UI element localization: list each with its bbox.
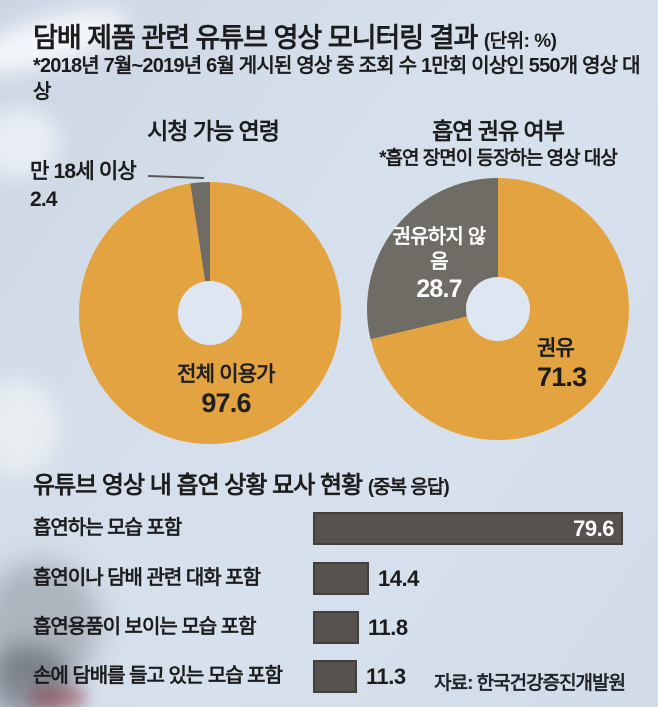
bar-value: 79.6 [573, 516, 614, 541]
pie2-slice1-value: 71.3 [537, 362, 587, 392]
bar-value: 11.3 [366, 664, 406, 689]
pie2-title: 흡연 권유 여부 [432, 118, 565, 144]
pie2-orange-slice-label: 권유 71.3 [537, 332, 637, 393]
pie2-gray-slice-label: 권유하지 않음 28.7 [390, 225, 488, 304]
pie2-slice2-label: 권유하지 않음 [392, 226, 487, 273]
bar-row: 흡연이나 담배 관련 대화 포함 14.4 [0, 561, 658, 595]
bar-value: 14.4 [378, 565, 419, 591]
bar-category-label: 흡연용품이 보이는 모습 포함 [33, 616, 256, 638]
pie1-title: 시청 가능 연령 [147, 118, 280, 144]
pie1-slice1-label: 전체 이용가 [177, 363, 275, 386]
pie1-slice2-value: 2.4 [30, 188, 58, 211]
unit-note: (단위: %) [483, 31, 557, 52]
pie2-donut-hole [466, 277, 530, 341]
pie1-slice2-label: 만 18세 이상 [30, 160, 137, 183]
page-title: 담배 제품 관련 유튜브 영상 모니터링 결과 (단위: %) [33, 16, 557, 55]
background-photo-blur [0, 380, 60, 475]
bar-value: 11.8 [368, 615, 408, 640]
page-subtitle: *2018년 7월~2019년 6월 게시된 영상 중 조회 수 1만회 이상인… [33, 55, 640, 103]
source-credit: 자료: 한국건강증진개발원 [434, 673, 626, 694]
pie2-slice2-value: 28.7 [416, 275, 462, 303]
pie1-donut-hole [178, 281, 242, 345]
bar-chart-title-text: 유튜브 영상 내 흡연 상황 묘사 현황 [33, 472, 363, 499]
bar [313, 660, 357, 693]
pie1-slice1-value: 97.6 [201, 388, 251, 418]
pie1-donut-chart [79, 182, 341, 444]
bar: 79.6 [313, 512, 623, 545]
pie2-donut-chart [367, 178, 629, 440]
bar-row: 손에 담배를 들고 있는 모습 포함 11.3 [0, 660, 658, 693]
bar-chart-title: 유튜브 영상 내 흡연 상황 묘사 현황 (중복 응답) [33, 465, 450, 500]
page-title-text: 담배 제품 관련 유튜브 영상 모니터링 결과 [33, 23, 478, 53]
bar-category-label: 흡연하는 모습 포함 [33, 517, 182, 539]
pie1-leader-line [147, 175, 205, 179]
bar-chart-title-note: (중복 응답) [367, 477, 450, 498]
bar [313, 611, 359, 644]
bar-category-label: 손에 담배를 들고 있는 모습 포함 [33, 665, 283, 687]
pie2-slice1-label: 권유 [537, 337, 575, 360]
pie1-callout-label: 만 18세 이상 2.4 [30, 158, 137, 214]
pie2-subtitle: *흡연 장면이 등장하는 영상 대상 [379, 148, 618, 169]
bar [313, 561, 369, 595]
pie1-inner-label: 전체 이용가 97.6 [146, 358, 306, 419]
bar-row: 흡연용품이 보이는 모습 포함 11.8 [0, 611, 658, 644]
bar-category-label: 흡연이나 담배 관련 대화 포함 [33, 566, 261, 589]
bar-row: 흡연하는 모습 포함 79.6 [0, 512, 658, 545]
